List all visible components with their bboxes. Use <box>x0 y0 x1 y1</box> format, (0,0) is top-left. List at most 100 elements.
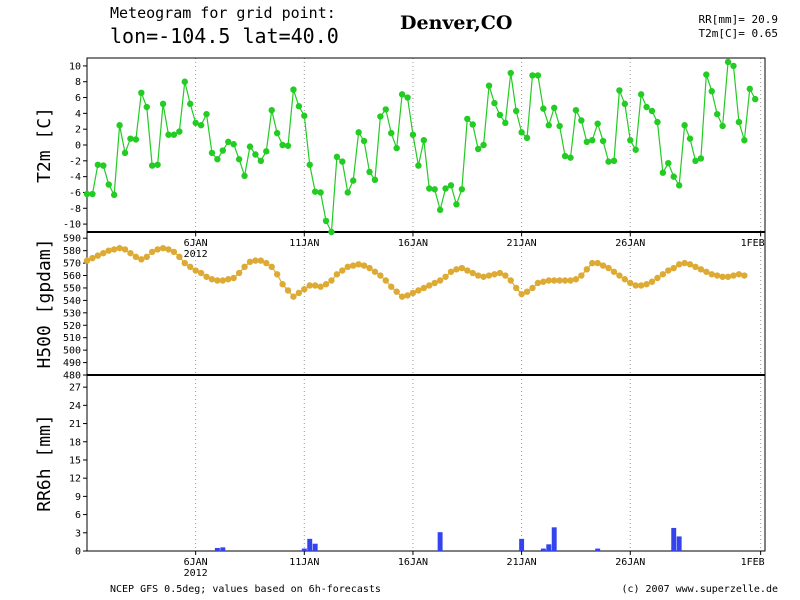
h500-data-point <box>290 293 297 300</box>
h500-data-point <box>724 273 732 280</box>
h500-data-point <box>692 263 699 271</box>
h500-data-point <box>616 272 623 279</box>
t2m-ytick-label: 10 <box>69 61 81 72</box>
h500-data-point <box>523 288 531 295</box>
h500-data-point <box>648 278 656 285</box>
h500-data-point <box>567 277 574 284</box>
t2m-data-point <box>241 172 248 180</box>
t2m-data-point <box>491 99 498 107</box>
h500-data-point <box>268 263 275 271</box>
t2m-data-point <box>105 181 112 188</box>
model-source-note: NCEP GFS 0.5deg; values based on 6h-fore… <box>110 584 381 595</box>
t2m-frame <box>86 57 766 233</box>
t2m-data-point <box>616 87 623 94</box>
h500-data-point <box>594 259 601 267</box>
t2m-data-point <box>480 141 487 149</box>
t2m-data-point <box>154 161 161 168</box>
h500-data-point <box>110 246 118 253</box>
h500-data-point <box>105 247 112 254</box>
t2m-ytick-label: 8 <box>75 77 81 88</box>
h500-data-point <box>165 246 172 253</box>
t2m-data-point <box>420 137 428 144</box>
t2m-data-point <box>83 190 91 198</box>
t2m-data-point <box>594 120 601 127</box>
t2m-ytick-label: 2 <box>75 125 81 136</box>
t2m-ytick-label: 6 <box>75 93 81 104</box>
h500-data-point <box>556 277 563 284</box>
h500-data-point <box>420 284 428 292</box>
h500-data-point <box>295 289 303 297</box>
h500-data-point <box>311 282 319 289</box>
t2m-data-point <box>496 111 504 119</box>
xtick-label: 11JAN <box>289 238 319 249</box>
h500-data-point <box>730 272 737 279</box>
h500-data-point <box>681 259 688 267</box>
h500-data-point <box>181 259 188 267</box>
t2m-data-point <box>317 189 324 196</box>
h500-ytick-label: 500 <box>63 346 81 357</box>
t2m-data-point <box>458 186 466 193</box>
t2m-data-point <box>306 161 313 168</box>
t2m-data-point <box>686 135 694 142</box>
t2m-data-point <box>621 100 629 108</box>
h500-data-point <box>306 282 313 289</box>
t2m-data-point <box>746 85 753 93</box>
h500-data-point <box>643 281 650 288</box>
h500-data-point <box>675 261 683 268</box>
t2m-data-point <box>730 62 737 70</box>
t2m-data-point <box>116 122 123 129</box>
t2m-data-point <box>328 228 335 236</box>
t2m-data-point <box>311 188 319 195</box>
h500-data-point <box>333 271 341 278</box>
t2m-data-point <box>708 88 715 95</box>
t2m-data-point <box>534 72 542 79</box>
h500-data-point <box>176 253 183 261</box>
t2m-data-point <box>724 58 732 66</box>
h500-data-point <box>208 276 216 283</box>
t2m-data-point <box>290 86 297 93</box>
h500-data-point <box>230 274 237 282</box>
t2m-axis-label: T2m [C] <box>34 107 55 183</box>
rr6h-ytick-label: 0 <box>75 547 81 558</box>
h500-data-point <box>654 274 661 282</box>
h500-ytick-label: 540 <box>63 296 81 307</box>
h500-data-point <box>100 249 107 257</box>
h500-data-point <box>627 279 634 287</box>
rr6h-bar <box>307 538 313 551</box>
t2m-data-point <box>273 129 281 137</box>
t2m-data-point <box>89 190 96 198</box>
h500-data-point <box>453 266 460 273</box>
t2m-data-point <box>197 122 205 129</box>
h500-data-point <box>388 283 395 290</box>
t2m-data-point <box>382 106 389 113</box>
t2m-data-point <box>192 119 199 127</box>
t2m-data-point <box>176 128 183 135</box>
h500-data-point <box>279 281 286 288</box>
t2m-ytick-label: -6 <box>69 188 81 199</box>
t2m-data-point <box>398 91 406 98</box>
xtick-label: 1FEB <box>741 557 765 568</box>
t2m-data-point <box>572 107 580 114</box>
h500-data-point <box>328 277 335 284</box>
t2m-data-point <box>132 136 140 143</box>
t2m-ytick-label: -4 <box>69 172 81 183</box>
rr6h-bar <box>301 548 307 551</box>
t2m-ytick-label: 4 <box>75 109 81 120</box>
t2m-data-point <box>295 103 303 110</box>
t2m-data-point <box>719 122 726 130</box>
h500-data-point <box>741 272 748 279</box>
t2m-data-point <box>339 158 346 165</box>
t2m-data-point <box>181 78 188 85</box>
t2m-data-point <box>322 217 330 225</box>
t2m-data-point <box>143 103 150 111</box>
t2m-ytick-label: -8 <box>69 204 81 215</box>
h500-data-point <box>610 268 618 275</box>
t2m-data-point <box>225 138 232 146</box>
t2m-ytick-label: -2 <box>69 156 81 167</box>
t2m-data-point <box>371 176 379 183</box>
grid-point-coordinates: lon=-104.5 lat=40.0 <box>110 24 339 48</box>
t2m-data-point <box>637 91 645 98</box>
h500-data-point <box>83 257 91 264</box>
rr6h-bar <box>546 544 552 551</box>
h500-ytick-label: 480 <box>63 371 81 382</box>
